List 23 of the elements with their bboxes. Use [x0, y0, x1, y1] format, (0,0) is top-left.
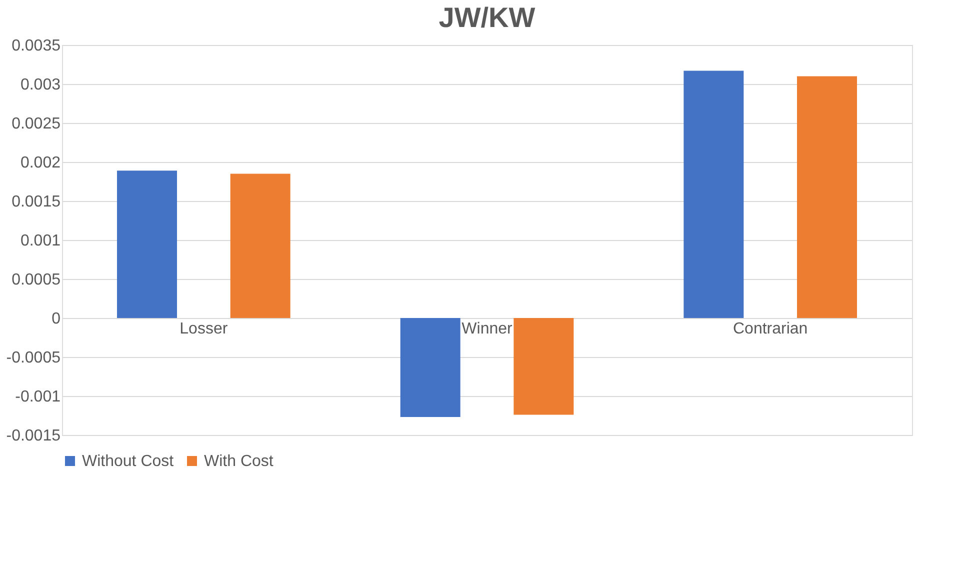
y-tick-label: 0.0005 — [12, 272, 61, 288]
chart-title: JW/KW — [438, 2, 536, 33]
bar — [514, 318, 574, 415]
y-tick-label: 0.002 — [20, 154, 61, 172]
x-tick-label: Contrarian — [732, 320, 808, 338]
x-tick-label: Winner — [462, 320, 514, 338]
bar — [230, 174, 290, 318]
bar — [797, 76, 857, 318]
x-tick-label: Losser — [180, 320, 228, 338]
y-tick-label: -0.001 — [15, 388, 61, 406]
y-tick-label: 0.0025 — [12, 116, 61, 132]
bar — [117, 170, 177, 318]
y-tick-label: 0.0015 — [12, 194, 61, 210]
y-tick-label: -0.0005 — [6, 350, 61, 366]
y-tick-label: -0.0015 — [6, 428, 61, 444]
y-tick-label: 0.0035 — [12, 38, 61, 54]
y-tick-label: 0 — [52, 310, 61, 328]
y-tick-label: 0.003 — [20, 76, 61, 94]
bar — [684, 70, 744, 318]
y-tick-label: 0.001 — [20, 232, 61, 250]
bar — [400, 318, 460, 418]
legend-label: Without Cost — [82, 453, 174, 470]
legend-label: With Cost — [204, 453, 274, 470]
